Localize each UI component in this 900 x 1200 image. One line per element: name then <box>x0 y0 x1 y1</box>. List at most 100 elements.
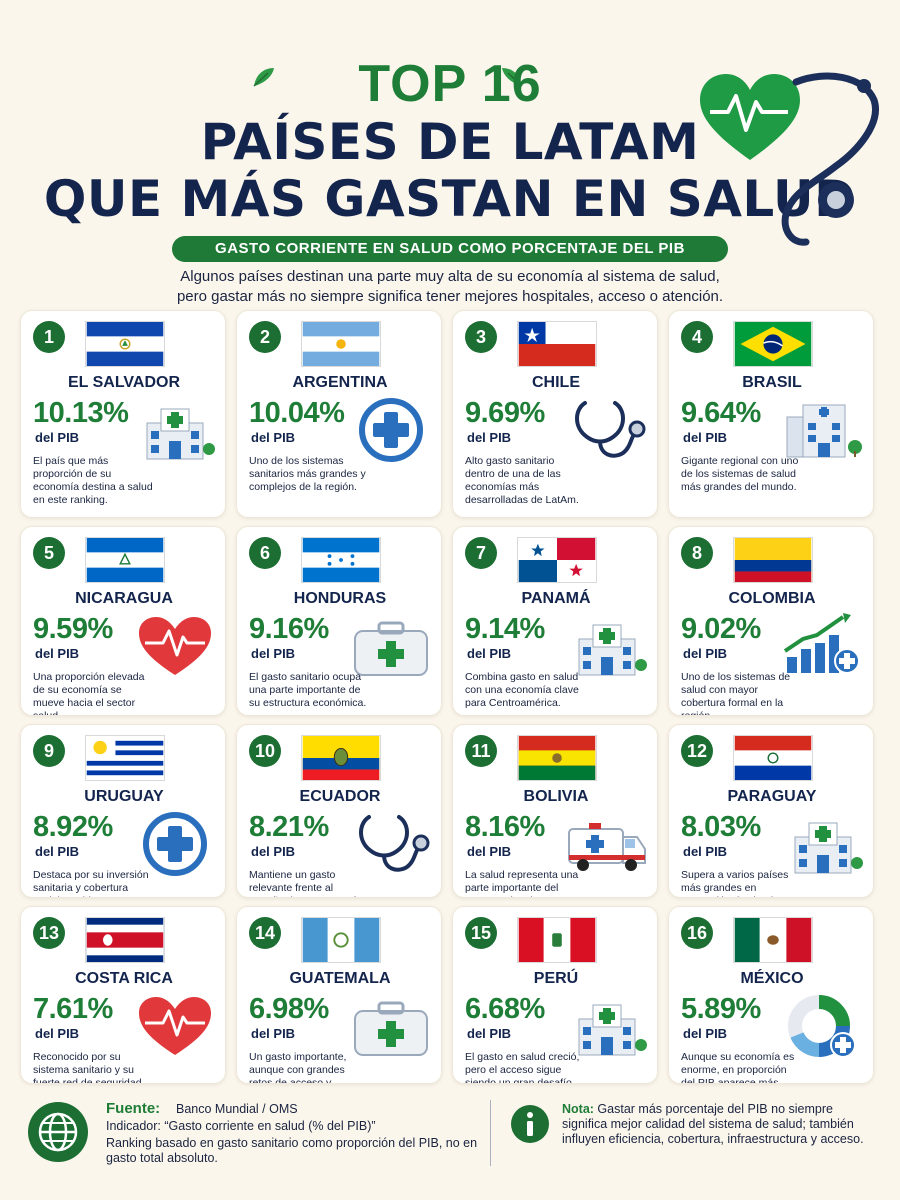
flag-argentina <box>301 321 381 367</box>
country-name: BRASIL <box>742 374 802 391</box>
country-description: Reconocido por su sistema sanitario y su… <box>33 1051 142 1084</box>
unit-label: del PIB <box>683 844 728 859</box>
page-title-line1: PAÍSES DE LATAM <box>200 113 700 171</box>
header: TOP 16 PAÍSES DE LATAM QUE MÁS GASTAN EN… <box>0 0 900 310</box>
country-description: Un gasto importante, aunque con grandes … <box>249 1051 347 1084</box>
country-card: 3 CHILE 9.69% del PIB Alto gasto sanitario d… <box>452 310 658 518</box>
health-spending-value: 6.98% <box>249 993 329 1025</box>
flag-panama <box>517 537 597 583</box>
country-grid: 1 EL SALVADOR 10.13% del PIB El país que más… <box>20 310 880 1090</box>
country-description: El gasto en salud creció, pero el acceso… <box>465 1051 580 1084</box>
hospital-icon <box>578 624 647 676</box>
divider <box>490 1100 491 1166</box>
hospital-building-icon <box>786 404 862 458</box>
first-aid-kit-icon <box>354 1001 428 1056</box>
flag-paraguay <box>733 735 813 781</box>
hospital-icon <box>146 408 215 460</box>
flag-bolivia <box>517 735 597 781</box>
country-name: GUATEMALA <box>289 970 391 987</box>
rank-badge: 11 <box>465 735 497 767</box>
rank-badge: 5 <box>33 537 65 569</box>
heart-pulse-icon <box>139 617 211 675</box>
country-name: MÉXICO <box>740 970 804 987</box>
unit-label: del PIB <box>467 430 512 445</box>
country-name: PANAMÁ <box>521 590 591 607</box>
country-card: 2 ARGENTINA 10.04% del PIB Uno de los sistem… <box>236 310 442 518</box>
health-spending-value: 8.03% <box>681 811 761 843</box>
stethoscope-icon <box>575 401 646 458</box>
rank-badge: 9 <box>33 735 65 767</box>
country-description: Combina gasto en salud con una economía … <box>465 671 579 709</box>
rank-badge: 14 <box>249 917 281 949</box>
subtitle-banner: GASTO CORRIENTE EN SALUD COMO PORCENTAJE… <box>172 236 728 262</box>
flag-nicaragua <box>85 537 165 583</box>
country-name: ARGENTINA <box>292 374 388 391</box>
source-value: Banco Mundial / OMS <box>176 1102 298 1116</box>
flag-peru <box>517 917 597 963</box>
country-description: Uno de los sistemas de salud con mayor c… <box>681 671 791 716</box>
hospital-icon <box>794 822 863 874</box>
leaf-icon <box>502 68 523 87</box>
health-spending-value: 9.59% <box>33 613 113 645</box>
heart-stethoscope-icon <box>700 72 879 246</box>
ranking-note: Ranking basado en gasto sanitario como p… <box>106 1136 478 1165</box>
source-label: Fuente: <box>106 1100 161 1117</box>
health-spending-value: 9.02% <box>681 613 761 645</box>
health-spending-value: 8.92% <box>33 811 113 843</box>
medical-cross-icon <box>143 812 207 876</box>
country-description: Uno de los sistemas sanitarios más grand… <box>249 455 366 493</box>
health-spending-value: 9.16% <box>249 613 329 645</box>
unit-label: del PIB <box>251 430 296 445</box>
country-card: 15 PERÚ 6.68% del PIB El gasto en salud crec… <box>452 906 658 1084</box>
country-description: El gasto sanitario ocupa una parte impor… <box>249 671 367 709</box>
rank-badge: 4 <box>681 321 713 353</box>
flag-mexico <box>733 917 813 963</box>
flag-guatemala <box>301 917 381 963</box>
unit-label: del PIB <box>35 1026 80 1041</box>
first-aid-kit-icon <box>354 621 428 676</box>
country-name: PERÚ <box>533 970 579 987</box>
flag-costa-rica <box>85 917 165 963</box>
country-name: PARAGUAY <box>727 788 817 805</box>
rank-badge: 10 <box>249 735 281 767</box>
health-spending-value: 7.61% <box>33 993 113 1025</box>
flag-uruguay <box>85 735 165 781</box>
country-name: BOLIVIA <box>523 788 589 805</box>
health-spending-value: 10.13% <box>33 397 129 429</box>
rank-badge: 6 <box>249 537 281 569</box>
health-spending-value: 9.69% <box>465 397 545 429</box>
country-name: EL SALVADOR <box>67 374 180 391</box>
medical-cross-icon <box>359 398 423 462</box>
unit-label: del PIB <box>467 646 512 661</box>
flag-el-salvador <box>85 321 165 367</box>
health-spending-value: 8.21% <box>249 811 329 843</box>
unit-label: del PIB <box>251 1026 296 1041</box>
health-spending-value: 9.64% <box>681 397 761 429</box>
note-body: Gastar más porcentaje del PIB no siempre… <box>562 1102 864 1146</box>
country-description: El país que más proporción de su economí… <box>33 455 153 506</box>
flag-chile <box>517 321 597 367</box>
country-name: ECUADOR <box>299 788 381 805</box>
country-card: 11 BOLIVIA 8.16% del PIB La salud representa… <box>452 724 658 898</box>
rank-badge: 12 <box>681 735 713 767</box>
rank-badge: 3 <box>465 321 497 353</box>
intro-line: pero gastar más no siempre significa ten… <box>176 288 724 305</box>
unit-label: del PIB <box>35 844 80 859</box>
rank-badge: 16 <box>681 917 713 949</box>
unit-label: del PIB <box>251 646 296 661</box>
rank-badge: 15 <box>465 917 497 949</box>
hospital-icon <box>578 1004 647 1056</box>
country-name: HONDURAS <box>293 590 387 607</box>
rank-badge: 7 <box>465 537 497 569</box>
flag-brasil <box>733 321 813 367</box>
country-description: Aunque su economía es enorme, en proporc… <box>681 1051 795 1084</box>
health-spending-value: 9.14% <box>465 613 545 645</box>
flag-ecuador <box>301 735 381 781</box>
unit-label: del PIB <box>683 646 728 661</box>
health-spending-value: 10.04% <box>249 397 345 429</box>
unit-label: del PIB <box>251 844 296 859</box>
unit-label: del PIB <box>467 1026 512 1041</box>
country-name: CHILE <box>532 374 580 391</box>
country-card: 8 COLOMBIA 9.02% del PIB Uno de los sistemas… <box>668 526 874 716</box>
country-card: 1 EL SALVADOR 10.13% del PIB El país que más… <box>20 310 226 518</box>
